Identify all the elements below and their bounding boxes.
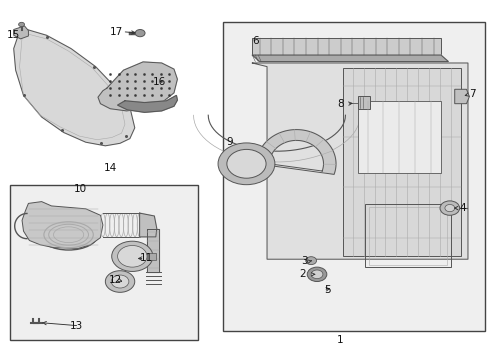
- Bar: [365, 204, 451, 267]
- Text: 8: 8: [337, 99, 344, 109]
- Circle shape: [440, 201, 460, 215]
- Text: 9: 9: [226, 137, 233, 147]
- Text: 1: 1: [337, 335, 344, 345]
- Bar: [343, 68, 461, 256]
- Bar: [369, 207, 447, 265]
- Text: 4: 4: [460, 203, 466, 213]
- Polygon shape: [14, 26, 28, 39]
- Text: 14: 14: [103, 163, 117, 174]
- Text: 12: 12: [108, 275, 122, 285]
- Bar: [10, 185, 198, 340]
- Circle shape: [112, 241, 153, 271]
- Text: 15: 15: [7, 30, 21, 40]
- Text: 6: 6: [252, 36, 259, 46]
- Polygon shape: [252, 55, 448, 62]
- Circle shape: [311, 270, 323, 279]
- Text: 17: 17: [110, 27, 123, 37]
- Text: 10: 10: [74, 184, 87, 194]
- Text: 11: 11: [139, 253, 153, 264]
- Circle shape: [445, 204, 455, 212]
- Circle shape: [227, 149, 266, 178]
- Polygon shape: [118, 95, 177, 112]
- Polygon shape: [252, 63, 468, 259]
- Circle shape: [111, 275, 129, 288]
- Polygon shape: [140, 213, 157, 237]
- Bar: [358, 101, 441, 173]
- Polygon shape: [358, 96, 370, 109]
- Polygon shape: [252, 38, 441, 55]
- Text: 7: 7: [469, 89, 476, 99]
- Circle shape: [306, 257, 317, 265]
- Polygon shape: [22, 202, 103, 248]
- Circle shape: [19, 22, 25, 27]
- Bar: [223, 22, 485, 331]
- Polygon shape: [455, 89, 469, 104]
- Polygon shape: [14, 30, 135, 146]
- Circle shape: [118, 246, 147, 267]
- Text: 5: 5: [324, 285, 331, 295]
- Polygon shape: [147, 229, 159, 272]
- Polygon shape: [98, 62, 177, 111]
- Text: 2: 2: [299, 269, 306, 279]
- Text: 3: 3: [301, 256, 308, 266]
- Bar: [147, 253, 156, 260]
- Polygon shape: [257, 130, 336, 174]
- Text: 13: 13: [69, 321, 83, 331]
- Circle shape: [135, 30, 145, 37]
- Circle shape: [218, 143, 275, 185]
- Circle shape: [105, 271, 135, 292]
- Text: 16: 16: [152, 77, 166, 87]
- Circle shape: [307, 267, 327, 282]
